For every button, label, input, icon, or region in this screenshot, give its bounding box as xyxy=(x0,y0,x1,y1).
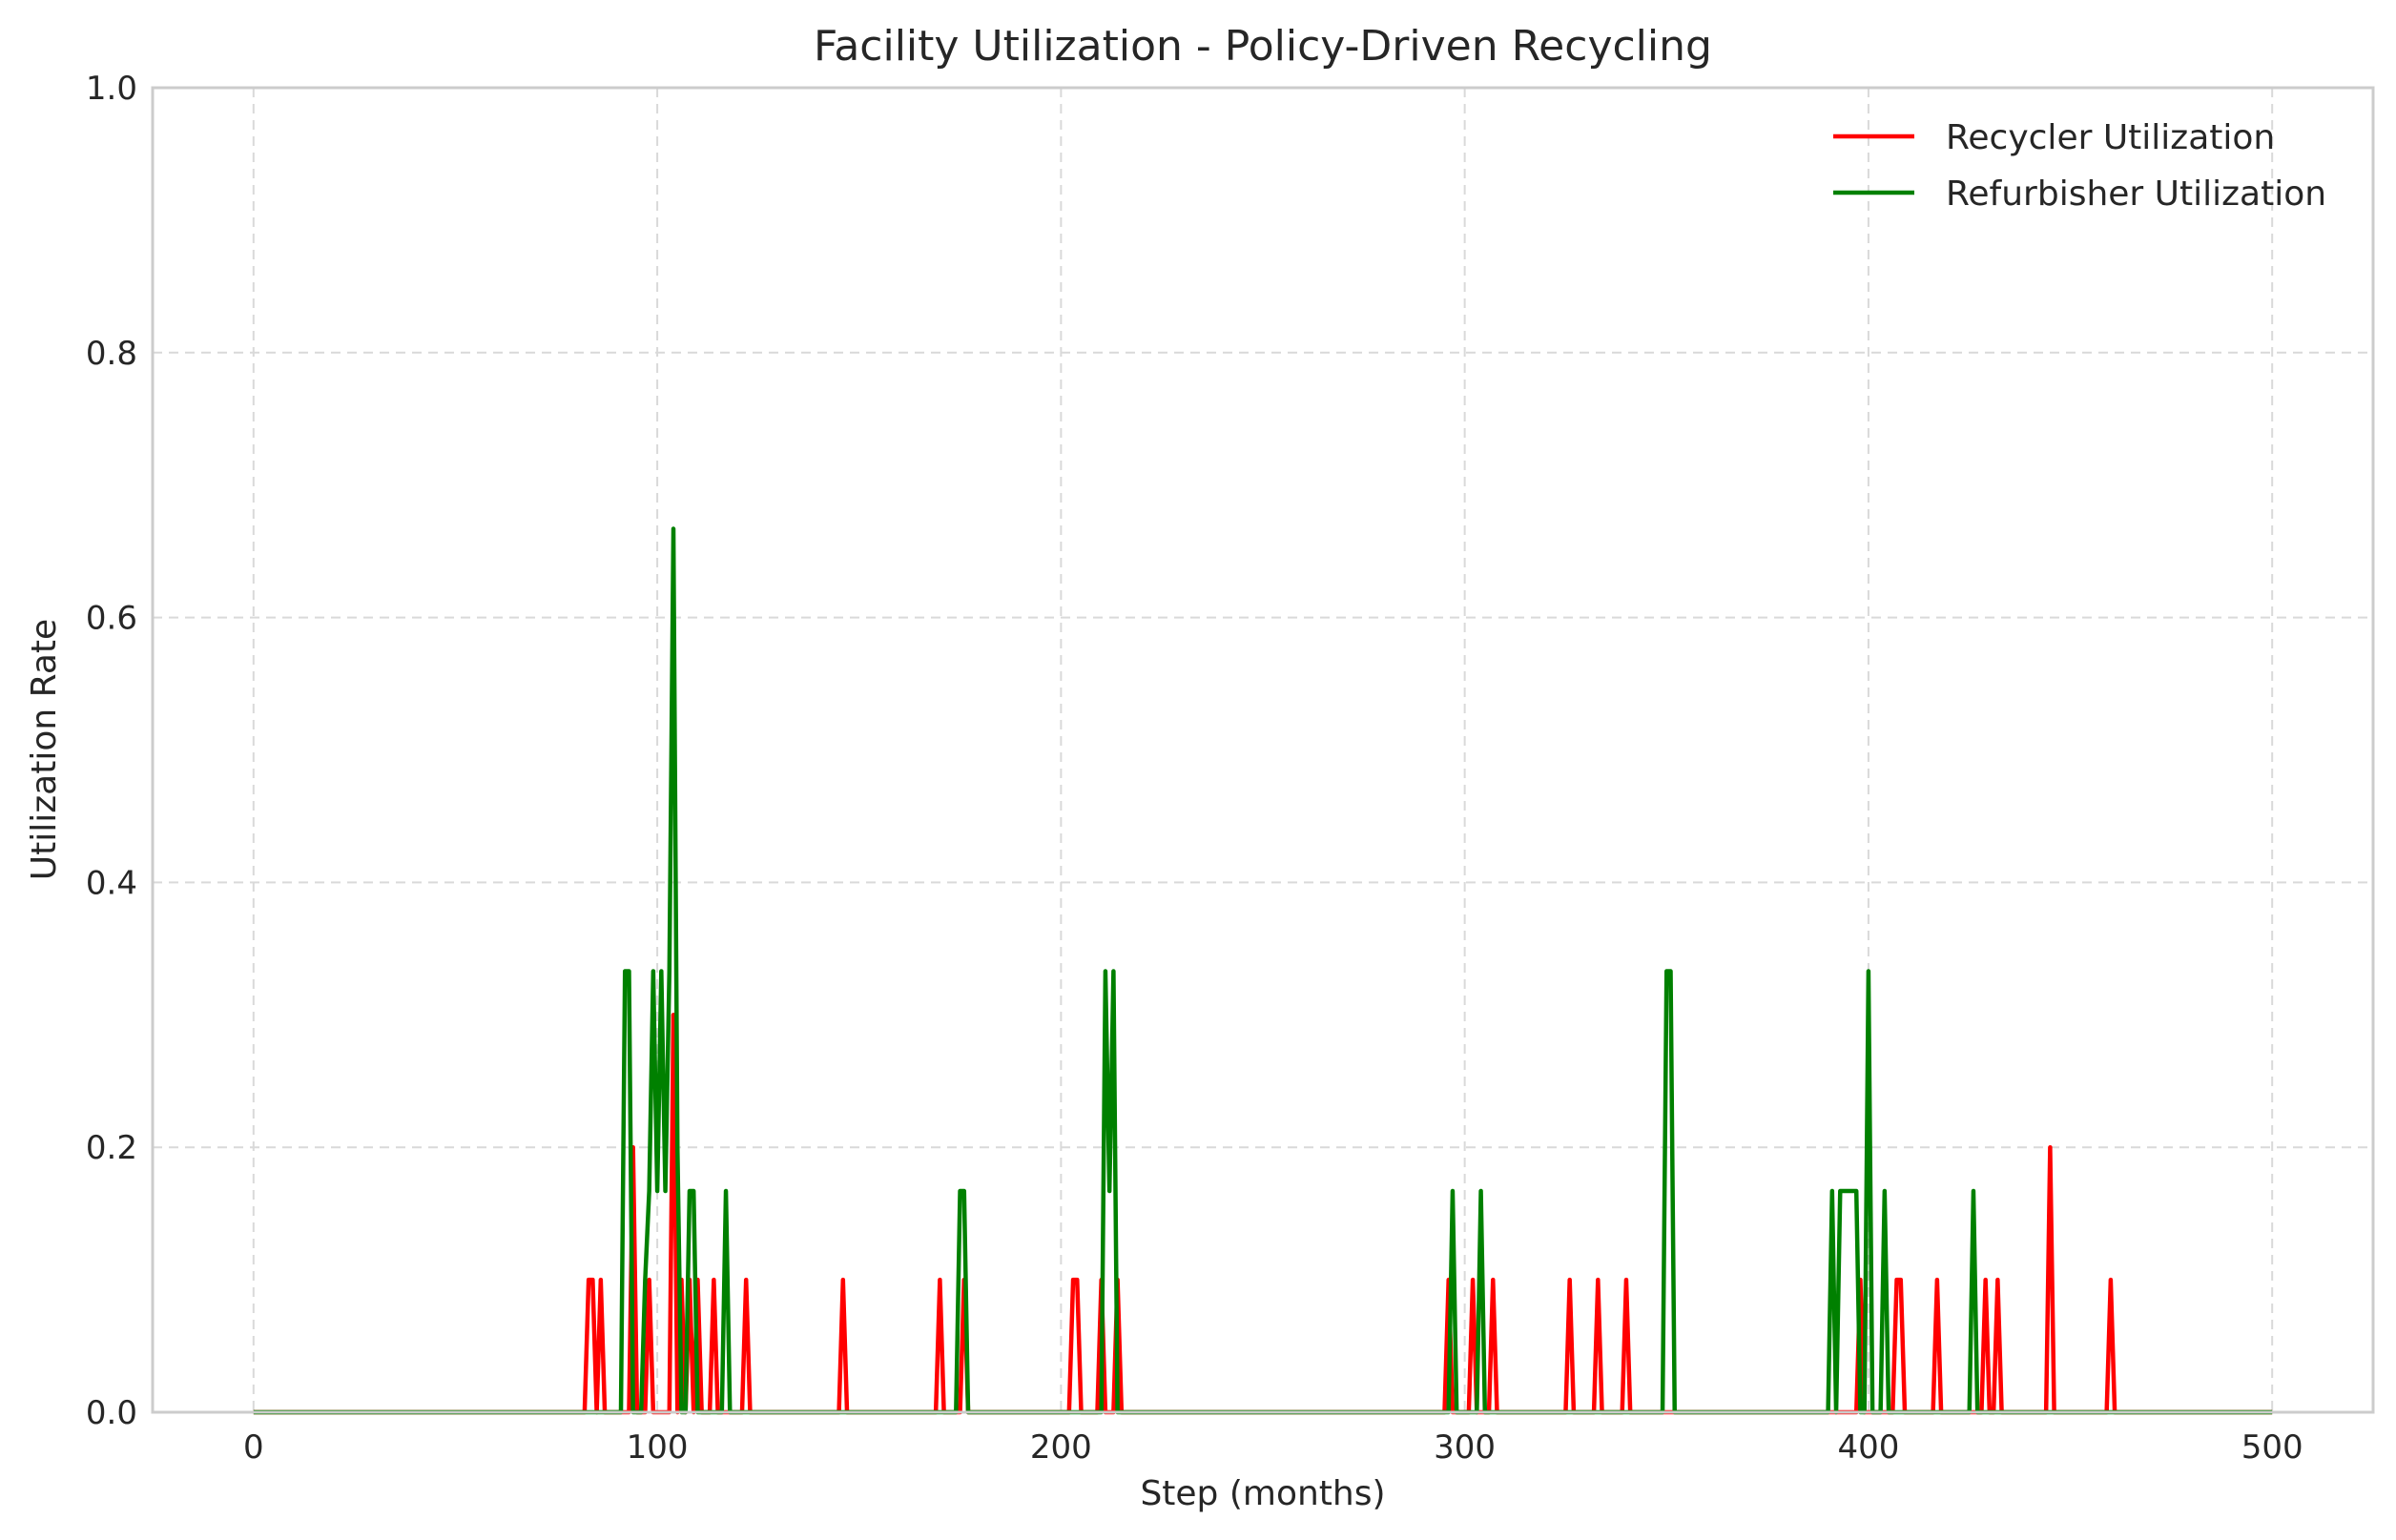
y-axis-label: Utilization Rate xyxy=(25,619,64,880)
y-tick-label: 0.0 xyxy=(86,1394,137,1432)
x-tick-label: 0 xyxy=(243,1428,264,1467)
y-tick-label: 0.2 xyxy=(86,1129,137,1167)
x-tick-label: 300 xyxy=(1434,1428,1496,1467)
x-tick-label: 100 xyxy=(627,1428,689,1467)
legend-label-recycler: Recycler Utilization xyxy=(1946,118,2275,157)
y-tick-label: 1.0 xyxy=(86,70,137,108)
y-tick-label: 0.6 xyxy=(86,600,137,638)
legend: Recycler Utilization Refurbisher Utiliza… xyxy=(1833,118,2326,214)
x-axis-ticks: 0 100 200 300 400 500 xyxy=(243,1428,2303,1467)
plot-frame xyxy=(151,86,2375,1414)
x-axis-label: Step (months) xyxy=(1140,1474,1385,1513)
chart-title: Facility Utilization - Policy-Driven Rec… xyxy=(814,22,1712,71)
y-axis-ticks: 0.0 0.2 0.4 0.6 0.8 1.0 xyxy=(86,70,137,1432)
x-tick-label: 200 xyxy=(1030,1428,1092,1467)
x-tick-label: 400 xyxy=(1837,1428,1899,1467)
plot-area xyxy=(153,88,2373,1412)
x-tick-label: 500 xyxy=(2241,1428,2303,1467)
legend-label-refurbisher: Refurbisher Utilization xyxy=(1946,175,2326,214)
y-tick-label: 0.8 xyxy=(86,335,137,373)
y-tick-label: 0.4 xyxy=(86,864,137,902)
